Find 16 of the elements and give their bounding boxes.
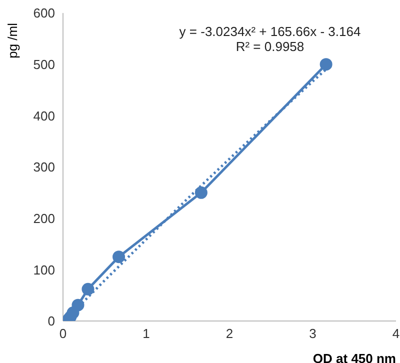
- x-axis-title: OD at 450 nm: [312, 351, 396, 363]
- y-tick-label: 300: [33, 160, 55, 175]
- x-tick-label: 1: [142, 326, 150, 342]
- y-tick-label: 400: [33, 108, 55, 124]
- x-tick-label: 0: [59, 326, 67, 342]
- annotation: y = -3.0234x² + 165.66x - 3.164: [178, 24, 362, 39]
- y-tick-label: 500: [33, 56, 55, 72]
- y-tick-label: 600: [33, 6, 55, 21]
- y-tick-label: 100: [33, 262, 55, 278]
- annotation: R² = 0.9958: [234, 39, 306, 54]
- x-tick-label: 2: [226, 326, 234, 342]
- y-axis-title: pg /ml: [5, 22, 20, 58]
- x-tick-label: 3: [309, 326, 316, 342]
- x-tick-label: 4: [392, 326, 400, 342]
- y-tick-label: 200: [33, 210, 55, 226]
- y-tick-label: 0: [48, 314, 55, 329]
